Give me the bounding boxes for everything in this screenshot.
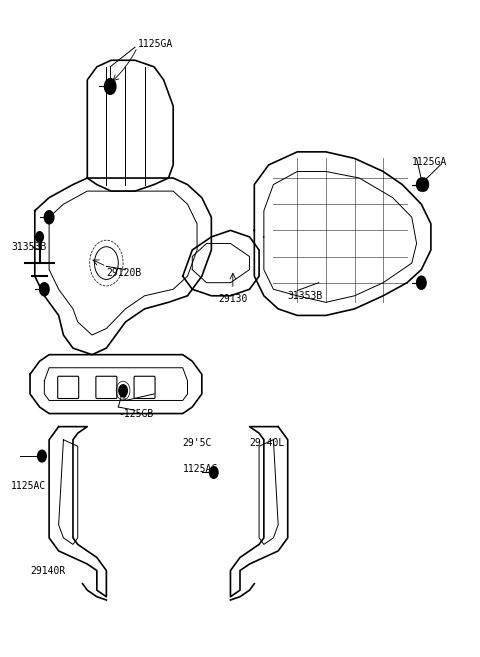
- Text: 1125GA: 1125GA: [137, 39, 173, 49]
- Text: 1125AC: 1125AC: [11, 480, 46, 491]
- Circle shape: [36, 232, 43, 242]
- Text: 29'5C: 29'5C: [183, 438, 212, 448]
- Text: 31353B: 31353B: [288, 291, 323, 301]
- Text: 1125AC: 1125AC: [183, 464, 218, 474]
- Circle shape: [107, 81, 114, 92]
- Circle shape: [419, 178, 429, 191]
- Circle shape: [39, 283, 49, 296]
- Circle shape: [417, 178, 426, 191]
- Circle shape: [119, 385, 127, 397]
- Text: 29120B: 29120B: [107, 268, 142, 278]
- Text: 31353B: 31353B: [11, 242, 46, 252]
- Text: -125GB: -125GB: [118, 409, 154, 419]
- Text: 29130: 29130: [218, 294, 248, 304]
- Text: 1125GA: 1125GA: [412, 156, 447, 167]
- Circle shape: [105, 79, 116, 95]
- Circle shape: [44, 211, 54, 224]
- Circle shape: [417, 276, 426, 289]
- Text: 29'40L: 29'40L: [250, 438, 285, 448]
- Text: 29140R: 29140R: [30, 566, 65, 576]
- Circle shape: [37, 450, 46, 462]
- Circle shape: [209, 466, 218, 478]
